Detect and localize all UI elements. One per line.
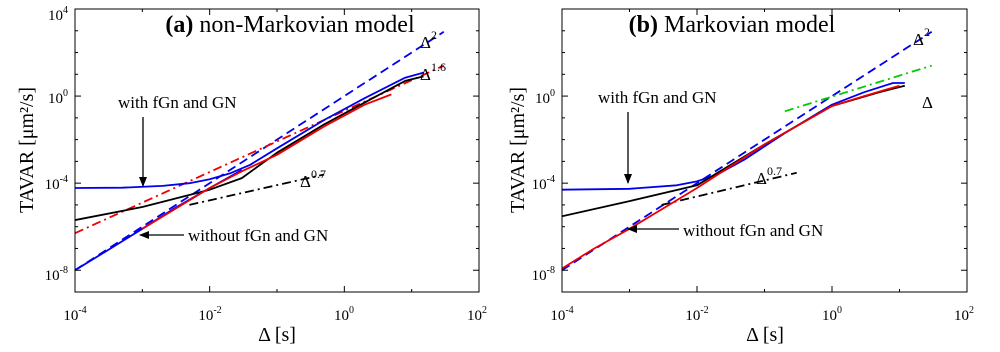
panel-b-y-tick-label: 100: [535, 88, 555, 107]
panel-a-y-tick-base: 10: [48, 8, 63, 24]
panel-a-x-tick-label: 100: [334, 305, 354, 324]
panel-a-series-line: [75, 71, 424, 189]
panel-a-ticks-group: [74, 8, 480, 293]
panel-b-annotation-without-noise: without fGn and GN: [683, 221, 823, 240]
panel-a-y-tick-base: 10: [48, 91, 63, 107]
panel-a-label-delta-1-6: Δ1.6: [420, 60, 446, 84]
panel-a-x-tick-base: 10: [63, 308, 78, 324]
panel-b-x-tick-exp: 0: [837, 305, 842, 316]
panel-a-y-tick-exp: -8: [60, 265, 68, 276]
panel-a-y-tick-label: 100: [48, 88, 68, 107]
panel-b-label: (b): [629, 12, 658, 38]
panel-b-title-text: Markovian model: [664, 12, 836, 38]
panel-a-x-tick-base: 10: [198, 308, 213, 324]
panel-b-x-tick-exp: -4: [565, 305, 573, 316]
panel-a-title: (a) non-Markovian model: [165, 12, 415, 38]
panel-b-annotation-with-noise: with fGn and GN: [598, 88, 717, 107]
panel-b-plot-frame: [561, 8, 968, 293]
panel-a-y-tick-label: 10-4: [45, 174, 68, 193]
panel-b-y-tick-base: 10: [532, 177, 547, 193]
panel-b-y-tick-base: 10: [532, 268, 547, 284]
panel-a-x-tick-base: 10: [334, 308, 349, 324]
panel-b-x-tick-label: 10-2: [685, 305, 708, 324]
panel-a-x-tick-exp: -2: [213, 305, 221, 316]
panel-a-plot-frame: [74, 8, 480, 293]
panel-a-series-line: [189, 173, 325, 206]
panel-b-x-tick-base: 10: [550, 308, 565, 324]
panel-b-label-delta-base: Δ: [922, 93, 933, 112]
panel-b-ticks-group: [561, 8, 968, 293]
panel-a-y-tick-exp: -4: [60, 174, 68, 185]
panel-a-y-axis-title: TAVAR [μm²/s]: [16, 87, 38, 213]
panel-a-x-tick-label: 10-2: [198, 305, 221, 324]
panel-a-series-line: [75, 31, 445, 271]
panel-b-label-delta-2: Δ2: [913, 25, 930, 49]
panel-b-label-delta: Δ: [922, 93, 933, 112]
panel-b-title: (b) Markovian model: [629, 12, 836, 38]
panel-a-label-delta-2-exp: 2: [431, 28, 437, 42]
panel-b-label-delta-0-7-exp: 0.7: [767, 164, 782, 178]
panel-a-label-delta-2: Δ2: [420, 28, 437, 52]
panel-a-x-tick-label: 10-4: [63, 305, 86, 324]
panel-b-x-tick-exp: 2: [969, 305, 974, 316]
panel-b-x-tick-base: 10: [685, 308, 700, 324]
panel-a-label: (a): [165, 12, 193, 38]
panel-b-x-tick-base: 10: [822, 308, 837, 324]
panel-b-x-tick-label: 100: [822, 305, 842, 324]
panel-b-series-line: [562, 82, 905, 191]
panel-a-series-group: [75, 31, 445, 271]
panel-a-series-line: [141, 93, 392, 230]
panel-b-y-tick-base: 10: [535, 91, 550, 107]
panel-a-x-tick-label: 102: [467, 305, 487, 324]
panel-b-label-delta-2-exp: 2: [924, 25, 930, 39]
panel-b-label-delta-2-base: Δ: [913, 30, 924, 49]
panel-b-series-group: [562, 31, 933, 271]
panel-b-label-delta-0-7-base: Δ: [756, 169, 767, 188]
panel-b-y-tick-label: 10-8: [532, 265, 555, 284]
panel-a-x-tick-exp: 0: [349, 305, 354, 316]
panel-a-label-delta-0-7: Δ0.7: [300, 167, 326, 191]
panel-b-series-line: [562, 84, 900, 270]
panel-a-series-line: [75, 75, 424, 221]
panel-b-y-axis-title: TAVAR [μm²/s]: [507, 87, 529, 213]
panel-b-x-tick-label: 102: [954, 305, 974, 324]
panel-a-y-tick-label: 10-8: [45, 265, 68, 284]
panel-b-x-axis-title: Δ [s]: [746, 324, 784, 346]
panel-b-x-tick-base: 10: [954, 308, 969, 324]
panel-b-y-tick-label: 10-4: [532, 174, 555, 193]
panel-b-series-line: [784, 64, 932, 113]
panel-a-y-tick-base: 10: [45, 177, 60, 193]
panel-a-y-tick-exp: 4: [63, 5, 68, 16]
panel-a-y-tick-label: 104: [48, 5, 68, 24]
panel-b-series-line: [661, 171, 797, 206]
panel-b-y-tick-exp: -8: [547, 265, 555, 276]
panel-a-y-tick-exp: 0: [63, 88, 68, 99]
panel-a-annotation-without-noise: without fGn and GN: [188, 226, 328, 245]
panel-b-label-delta-0-7: Δ0.7: [756, 164, 782, 188]
panel-b-series-line: [562, 31, 933, 271]
panel-a-x-axis-title: Δ [s]: [258, 324, 296, 346]
panel-a-title-text: non-Markovian model: [199, 12, 415, 38]
panel-a: (a) non-Markovian model Δ [s] TAVAR [μm²…: [16, 5, 487, 346]
panel-b-x-tick-exp: -2: [700, 305, 708, 316]
panel-a-label-delta-2-base: Δ: [420, 33, 431, 52]
panel-a-x-tick-exp: 2: [482, 305, 487, 316]
panel-a-annotation-with-noise: with fGn and GN: [118, 93, 237, 112]
panel-b-x-tick-label: 10-4: [550, 305, 573, 324]
panel-a-x-tick-exp: -4: [78, 305, 86, 316]
panel-a-label-delta-0-7-base: Δ: [300, 172, 311, 191]
panel-b-y-tick-exp: -4: [547, 174, 555, 185]
panel-b: (b) Markovian model Δ [s] TAVAR [μm²/s] …: [507, 8, 974, 346]
panel-a-label-delta-1-6-exp: 1.6: [431, 60, 446, 74]
panel-a-x-tick-base: 10: [467, 308, 482, 324]
panel-b-y-tick-exp: 0: [550, 88, 555, 99]
panel-a-label-delta-0-7-exp: 0.7: [311, 167, 326, 181]
panel-a-y-tick-base: 10: [45, 268, 60, 284]
panel-a-label-delta-1-6-base: Δ: [420, 65, 431, 84]
